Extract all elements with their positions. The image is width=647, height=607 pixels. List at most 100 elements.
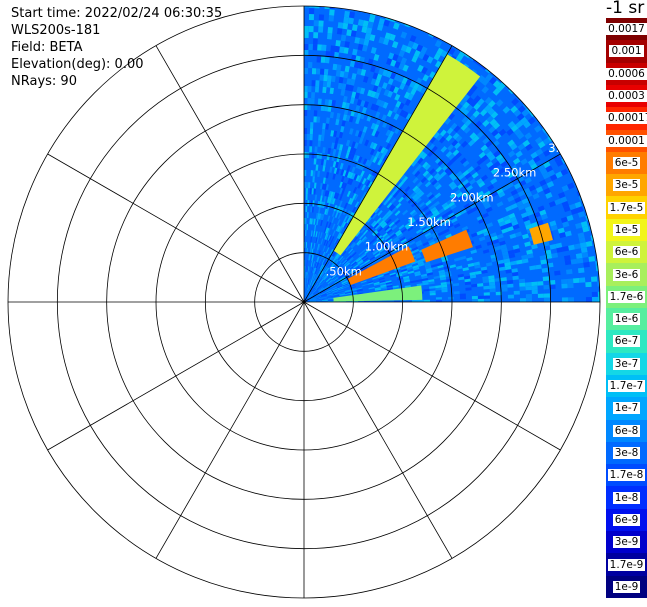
sector-cell bbox=[404, 177, 411, 185]
sector-cell bbox=[312, 289, 317, 294]
colorbar-label: 3e-5 bbox=[612, 179, 641, 192]
sector-cell bbox=[469, 107, 477, 115]
sector-cell bbox=[351, 141, 356, 148]
sector-cell bbox=[319, 257, 322, 264]
sector-cell bbox=[370, 237, 377, 243]
sector-cell bbox=[586, 245, 594, 252]
sector-cell bbox=[323, 259, 328, 266]
sector-cell bbox=[308, 266, 310, 273]
sector-cell bbox=[304, 140, 307, 147]
sector-cell bbox=[362, 158, 368, 165]
sector-cell bbox=[362, 126, 368, 133]
sector-cell bbox=[338, 256, 344, 262]
sector-cell bbox=[473, 196, 481, 203]
sector-cell bbox=[390, 59, 397, 67]
colorbar-label: 3e-9 bbox=[612, 536, 641, 549]
sector-cell bbox=[455, 170, 463, 178]
sector-cell bbox=[446, 281, 453, 285]
sector-cell bbox=[386, 287, 394, 291]
sector-cell bbox=[435, 292, 442, 296]
sector-cell bbox=[305, 182, 309, 189]
sector-cell bbox=[422, 280, 429, 284]
sector-cell bbox=[323, 74, 328, 82]
sector-cell bbox=[313, 281, 318, 287]
sector-cell bbox=[405, 235, 413, 241]
sector-cell bbox=[332, 63, 338, 71]
sector-cell bbox=[510, 264, 518, 270]
echo-feature-5 bbox=[333, 285, 423, 302]
sector-cell bbox=[396, 107, 403, 115]
sector-cell bbox=[506, 226, 514, 232]
sector-cell bbox=[494, 245, 502, 251]
sector-cell bbox=[411, 42, 419, 50]
sector-cell bbox=[428, 238, 435, 244]
sector-cell bbox=[539, 209, 547, 216]
sector-cell bbox=[535, 264, 542, 270]
sector-cell bbox=[335, 180, 339, 187]
colorbar-label: 0.0017 bbox=[606, 23, 647, 36]
sector-cell bbox=[407, 270, 415, 275]
sector-cell bbox=[321, 128, 326, 136]
sector-cell bbox=[332, 290, 339, 294]
sector-cell bbox=[315, 299, 322, 301]
sector-cell bbox=[316, 256, 319, 263]
sector-cell bbox=[336, 254, 341, 260]
sector-cell bbox=[391, 224, 398, 231]
sector-cell bbox=[304, 182, 307, 189]
sector-cell bbox=[498, 263, 505, 268]
sector-cell bbox=[333, 244, 337, 251]
sector-cell bbox=[381, 214, 388, 220]
sector-cell bbox=[312, 176, 315, 183]
sector-cell bbox=[524, 205, 533, 213]
sector-cell bbox=[513, 286, 520, 292]
sector-cell bbox=[321, 301, 328, 302]
sector-cell bbox=[312, 280, 316, 287]
sector-cell bbox=[530, 162, 538, 170]
sector-cell bbox=[351, 199, 356, 206]
sector-cell bbox=[389, 85, 396, 93]
sector-cell bbox=[335, 39, 341, 47]
sector-cell bbox=[316, 116, 321, 123]
sector-cell bbox=[332, 290, 339, 293]
sector-cell bbox=[403, 277, 410, 281]
sector-cell bbox=[501, 185, 509, 192]
sector-cell bbox=[464, 172, 472, 180]
sector-cell bbox=[317, 277, 322, 283]
sector-cell bbox=[377, 202, 384, 209]
sector-cell bbox=[394, 219, 401, 225]
sector-cell bbox=[342, 114, 348, 121]
sector-cell bbox=[368, 287, 375, 290]
sector-cell bbox=[398, 49, 406, 58]
sector-cell bbox=[498, 128, 507, 137]
sector-cell bbox=[458, 194, 466, 201]
sector-cell bbox=[324, 208, 328, 215]
sector-cell bbox=[477, 75, 486, 83]
sector-cell bbox=[327, 75, 332, 82]
sector-cell bbox=[377, 246, 384, 252]
sector-cell bbox=[309, 300, 316, 302]
sector-cell bbox=[392, 286, 400, 290]
sector-cell bbox=[421, 277, 429, 282]
sector-cell bbox=[331, 286, 337, 290]
sector-cell bbox=[345, 254, 351, 260]
sector-cell bbox=[450, 231, 458, 237]
sector-cell bbox=[394, 185, 401, 192]
sector-cell bbox=[505, 222, 513, 229]
sector-cell bbox=[435, 183, 442, 191]
sector-cell bbox=[328, 99, 333, 106]
sector-cell bbox=[331, 274, 337, 279]
sector-cell bbox=[472, 255, 479, 260]
sector-cell bbox=[327, 293, 333, 296]
sector-cell bbox=[578, 195, 583, 202]
sector-cell bbox=[425, 265, 432, 270]
sector-cell bbox=[424, 220, 432, 226]
sector-cell bbox=[577, 232, 585, 239]
sector-cell bbox=[352, 147, 357, 155]
sector-cell bbox=[438, 269, 445, 274]
sector-cell bbox=[339, 213, 344, 220]
sector-cell bbox=[420, 46, 428, 54]
sector-cell bbox=[480, 197, 488, 204]
sector-cell bbox=[437, 231, 445, 237]
sector-cell bbox=[305, 266, 307, 273]
sector-cell bbox=[323, 183, 327, 191]
